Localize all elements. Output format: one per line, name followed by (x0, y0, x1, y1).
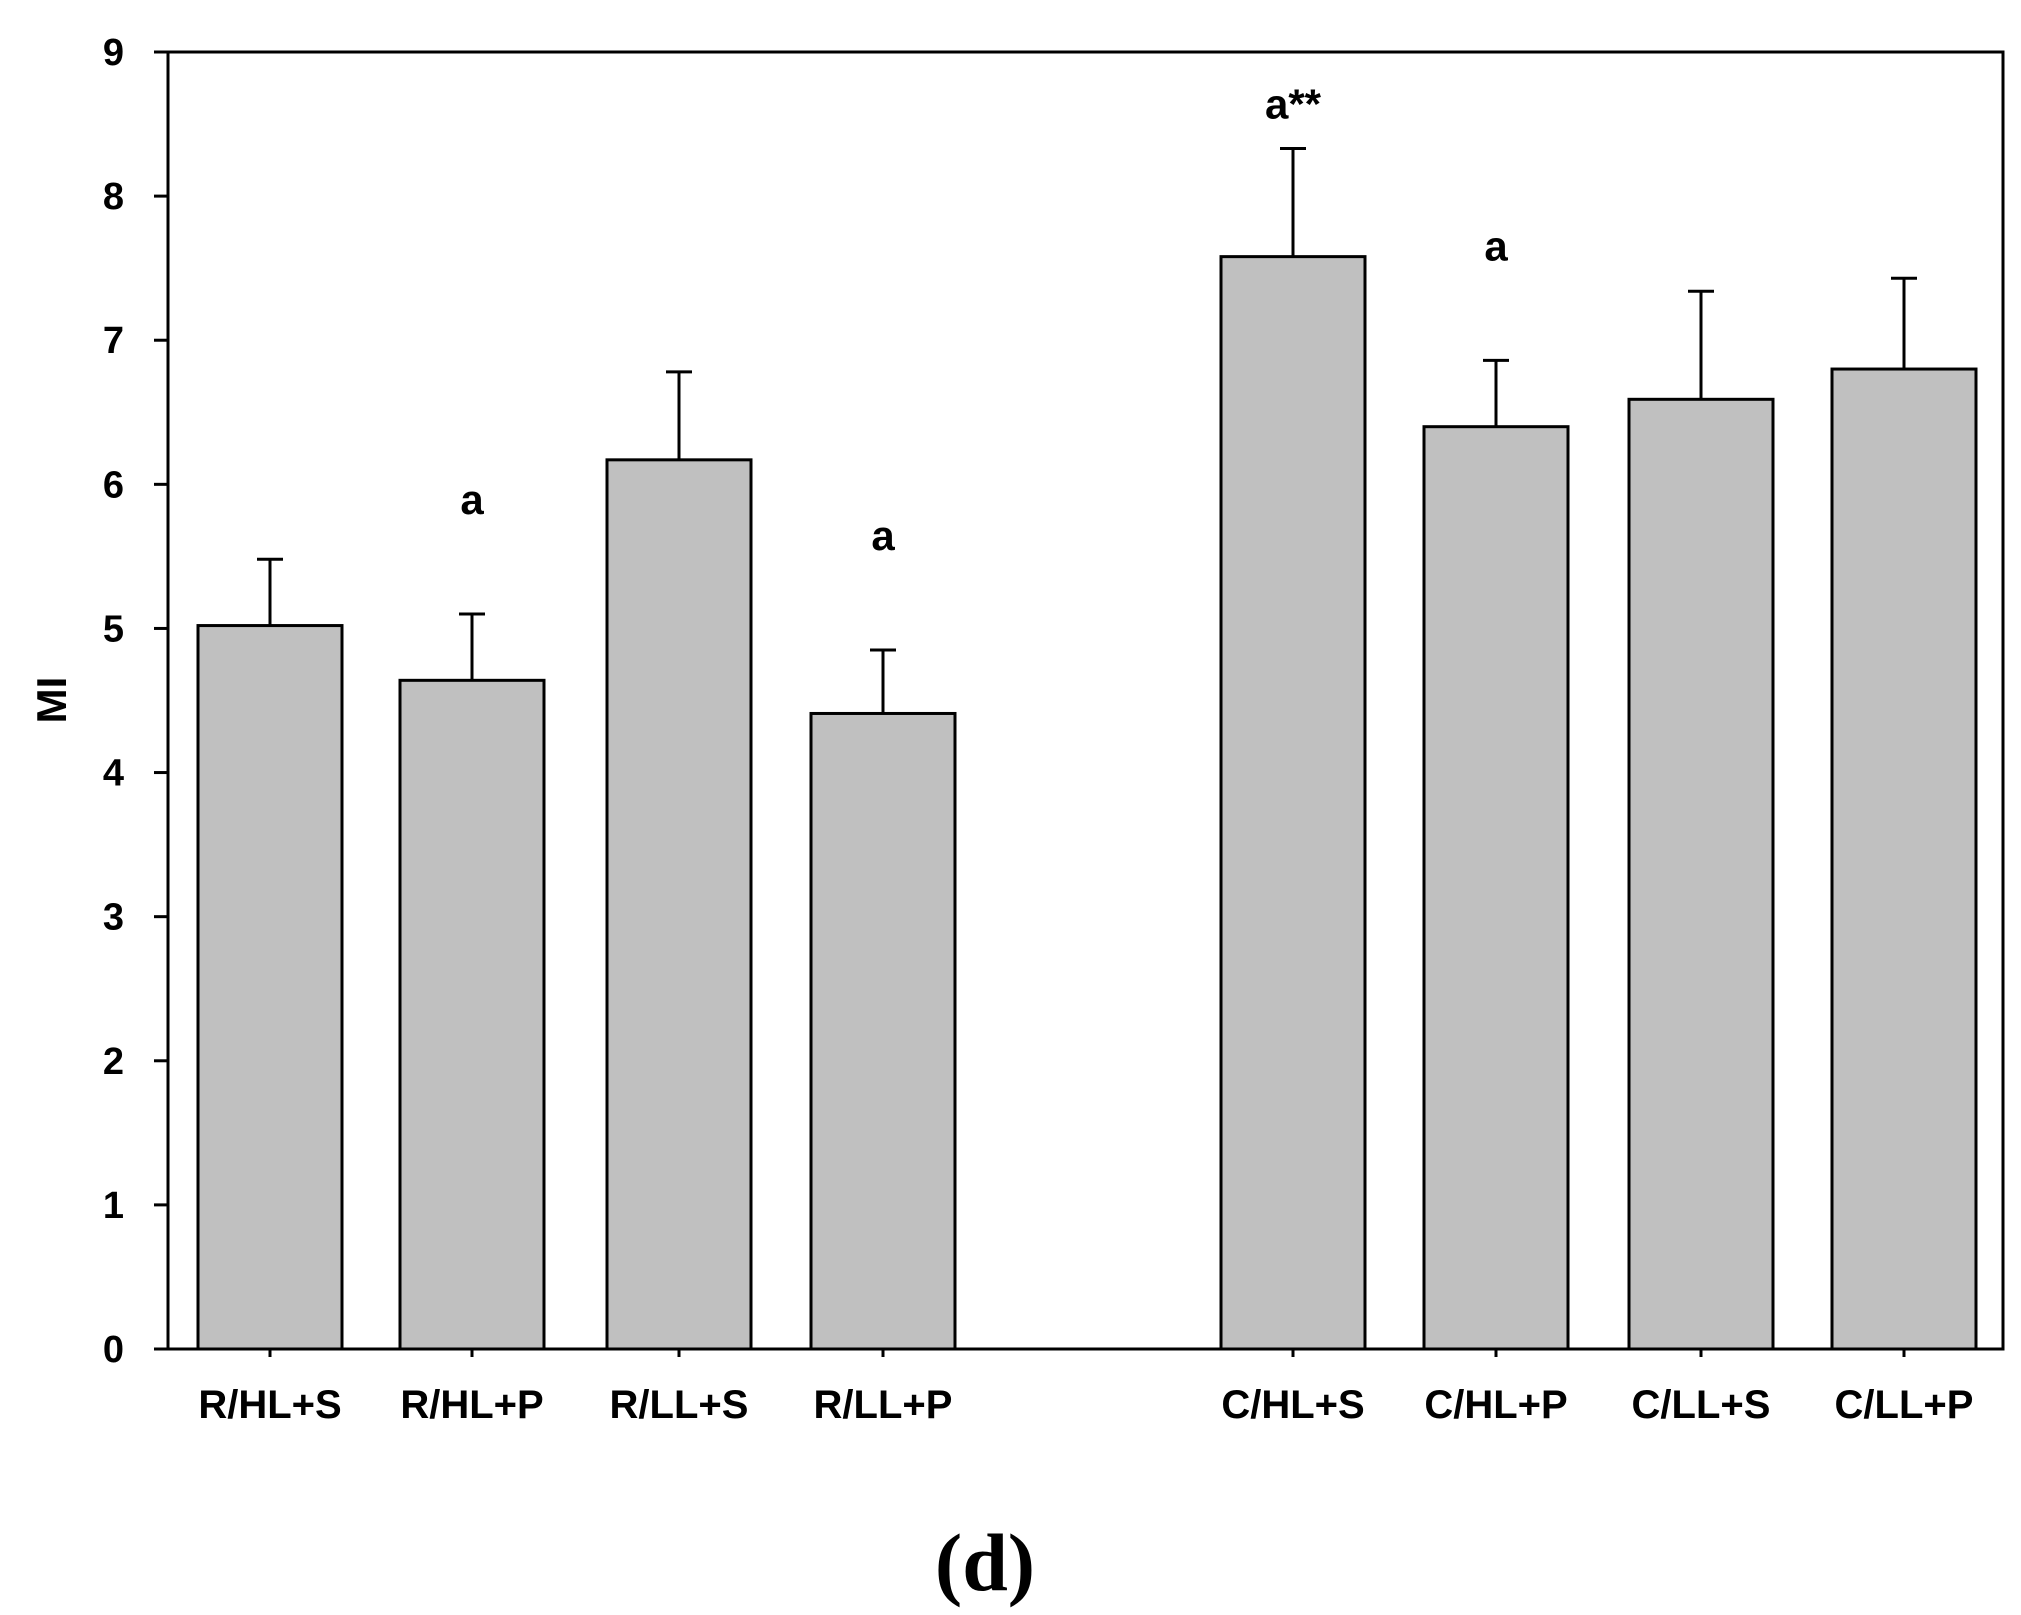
x-tick-label: R/HL+S (198, 1383, 341, 1427)
figure-caption: (d) (935, 1517, 1035, 1608)
x-tick-label: R/HL+P (400, 1383, 543, 1427)
annotations-layer: a a a** a (460, 81, 1508, 560)
x-axis: R/HL+S R/HL+P R/LL+S R/LL+P C/HL+S C/HL+P C/LL… (198, 1349, 1973, 1427)
significance-label: a** (1265, 81, 1322, 128)
bar (398, 678, 546, 1351)
y-tick-label: 5 (103, 608, 124, 650)
y-tick-label: 6 (103, 464, 124, 506)
x-tick-label: C/LL+S (1632, 1383, 1771, 1427)
y-tick-label: 3 (103, 897, 124, 939)
y-tick-label: 1 (103, 1185, 124, 1227)
significance-label: a (1484, 222, 1508, 269)
x-tick-label: C/HL+S (1221, 1383, 1364, 1427)
y-axis: 0 1 2 3 4 5 6 7 8 9 (103, 32, 168, 1371)
error-bars-layer (257, 147, 1917, 714)
y-tick-label: 4 (103, 753, 124, 795)
plot-frame (166, 50, 2005, 1351)
bars-layer (196, 255, 1978, 1351)
bar (1219, 255, 1367, 1351)
bar (605, 458, 753, 1351)
y-tick-label: 2 (103, 1041, 124, 1083)
x-tick-label: R/LL+S (610, 1383, 749, 1427)
significance-label: a (460, 476, 484, 523)
bar (809, 711, 957, 1351)
significance-label: a (871, 512, 895, 559)
y-tick-label: 9 (103, 32, 124, 74)
bar (196, 624, 344, 1351)
bar (1627, 397, 1775, 1351)
bar (1422, 425, 1570, 1351)
x-tick-label: R/LL+P (814, 1383, 953, 1427)
x-tick-label: C/LL+P (1835, 1383, 1974, 1427)
y-tick-label: 0 (103, 1329, 124, 1371)
y-tick-label: 7 (103, 320, 124, 362)
x-tick-label: C/HL+P (1424, 1383, 1567, 1427)
bar (1830, 367, 1978, 1351)
y-tick-label: 8 (103, 176, 124, 218)
y-axis-label: MI (28, 677, 75, 724)
